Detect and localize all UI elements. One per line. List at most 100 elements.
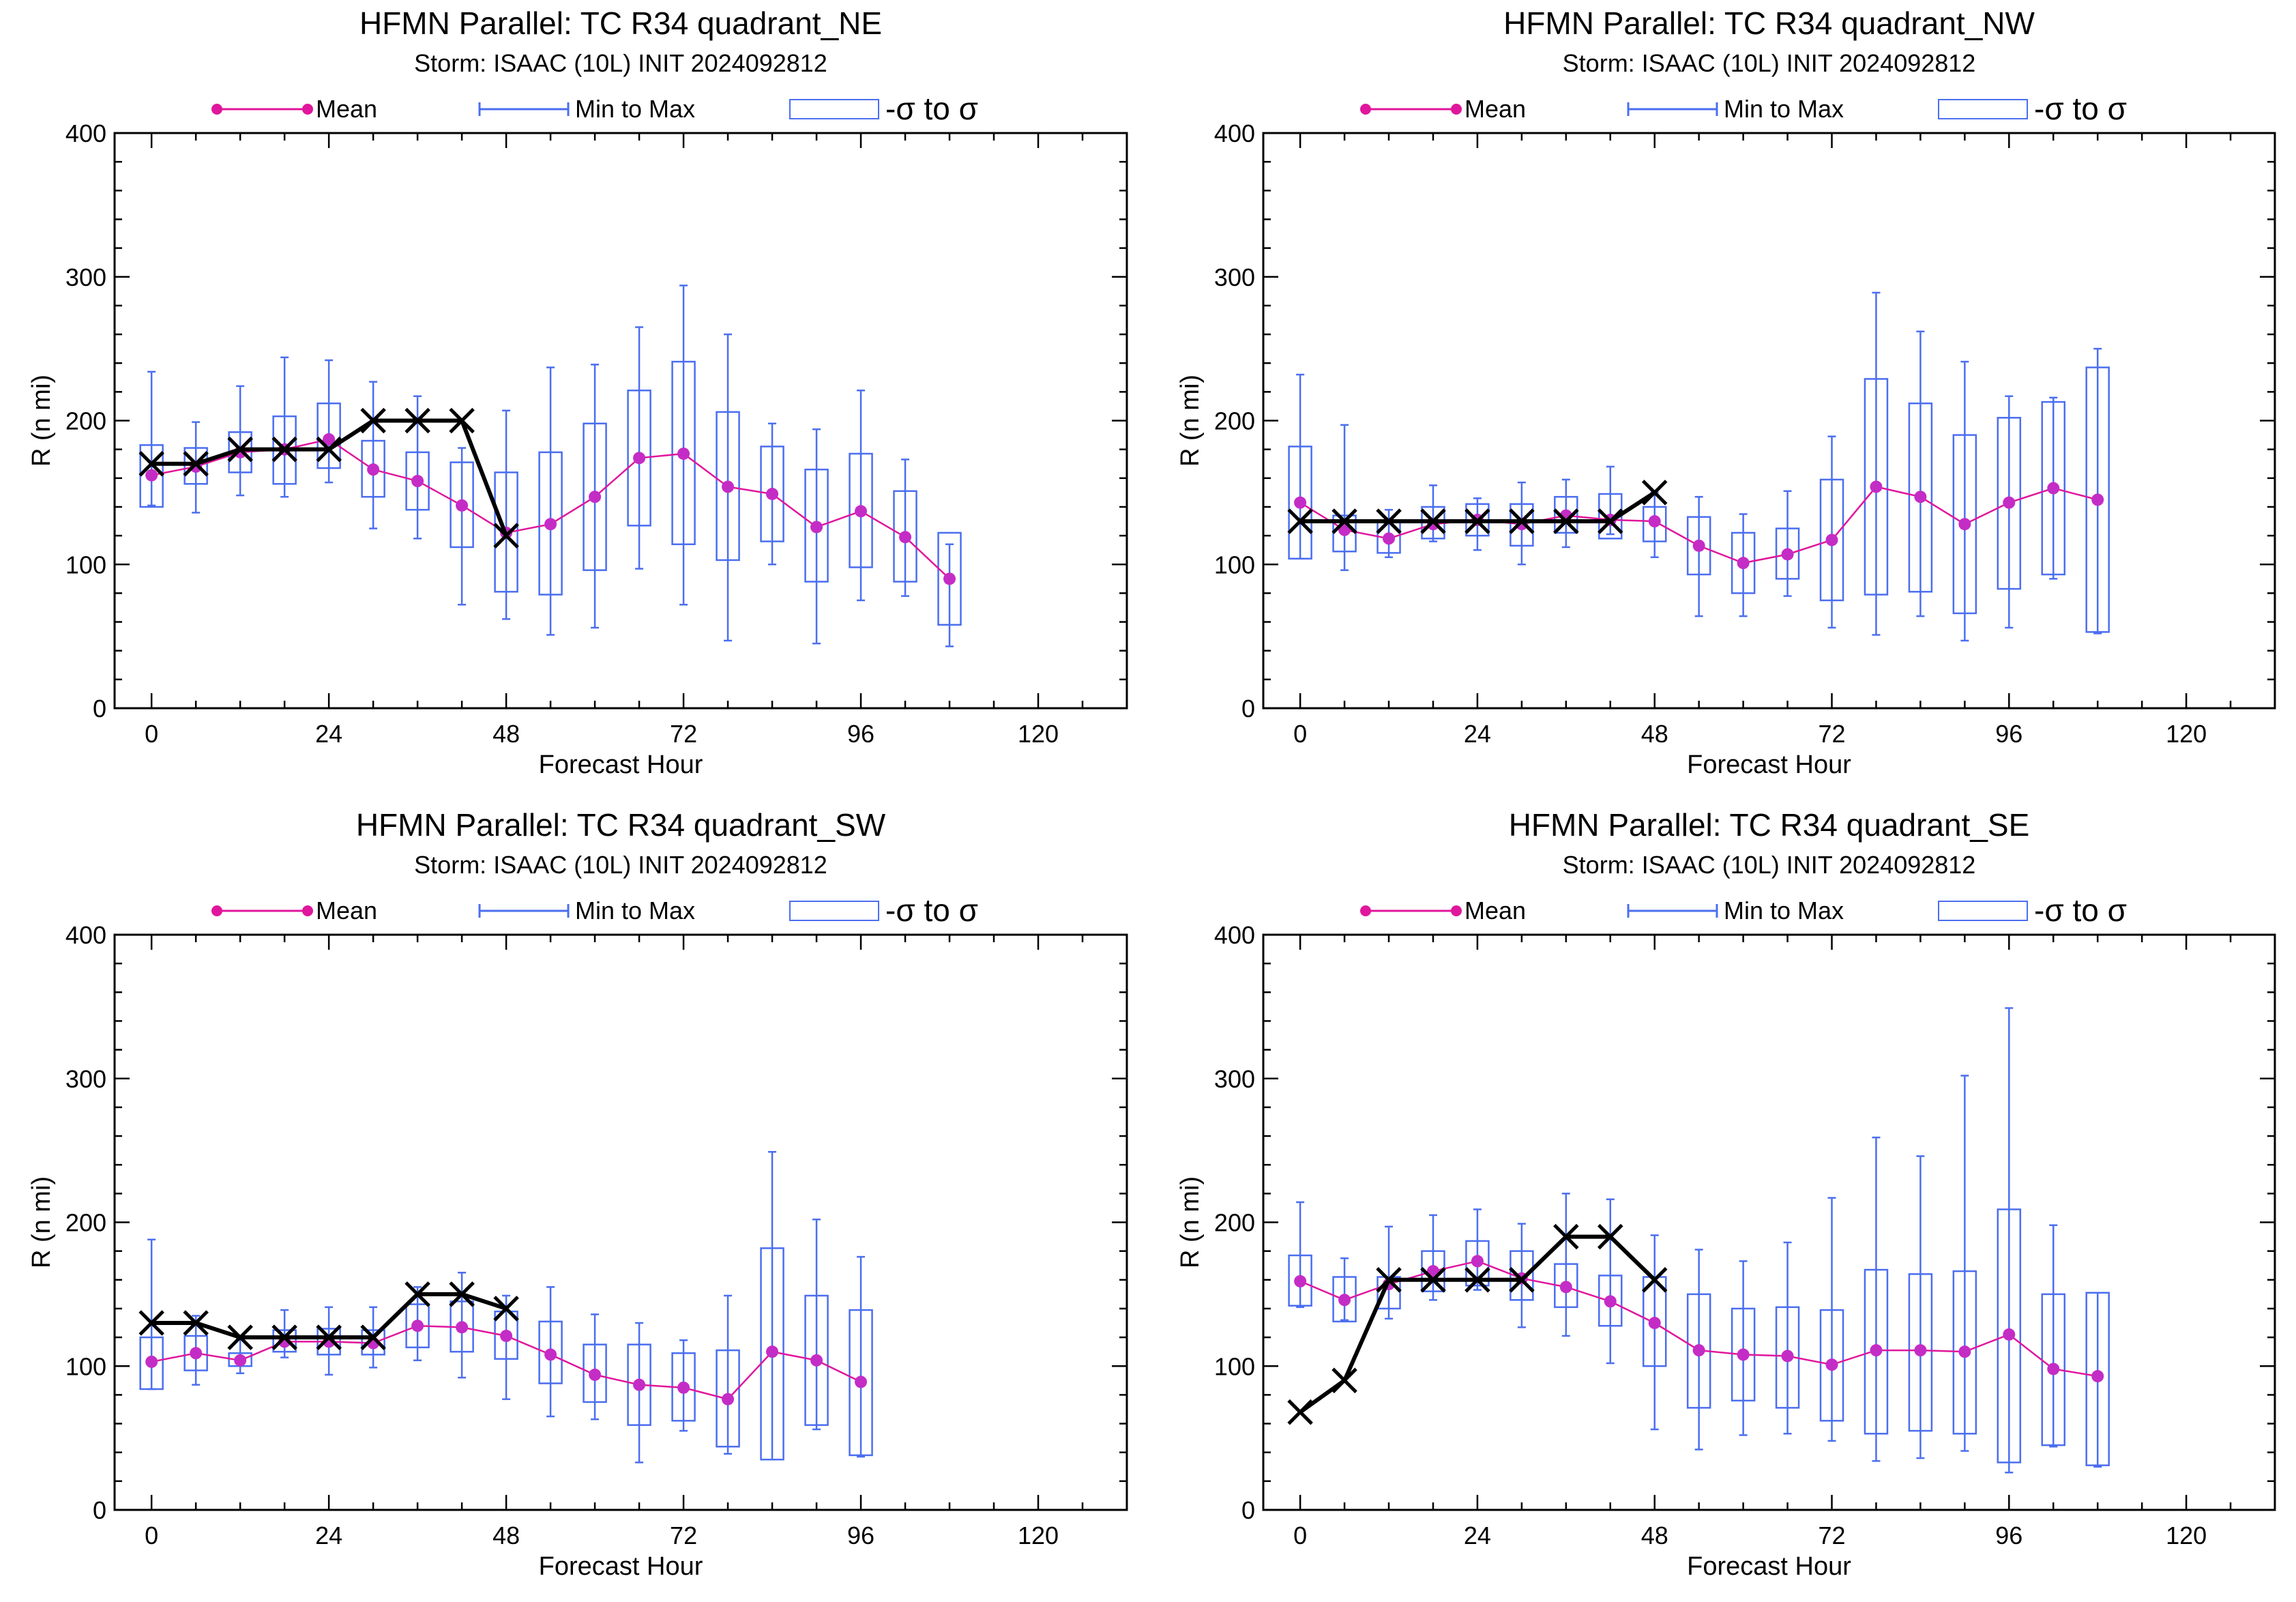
mean-point xyxy=(190,1347,202,1359)
mean-point xyxy=(722,480,734,493)
legend-mean-label: Mean xyxy=(316,897,377,924)
mean-point xyxy=(1383,532,1395,544)
legend-minmax-label: Min to Max xyxy=(575,897,695,924)
legend-minmax-label: Min to Max xyxy=(575,95,695,123)
legend-minmax-label: Min to Max xyxy=(1724,897,1844,924)
legend-sigma-label: -σ to σ xyxy=(2034,892,2127,928)
y-tick-label: 100 xyxy=(65,1352,106,1380)
y-tick-label: 0 xyxy=(1241,1496,1255,1524)
y-axis-label: R (n mi) xyxy=(1176,375,1205,467)
mean-point xyxy=(1338,1294,1351,1306)
legend-mean-label: Mean xyxy=(1465,897,1526,924)
mean-point xyxy=(810,1354,823,1367)
y-tick-label: 300 xyxy=(1214,263,1255,291)
y-tick-label: 200 xyxy=(65,1209,106,1237)
y-tick-label: 100 xyxy=(1214,551,1255,579)
mean-point xyxy=(589,1369,601,1381)
y-tick-label: 100 xyxy=(1214,1352,1255,1380)
mean-point xyxy=(456,1321,468,1333)
x-tick-label: 0 xyxy=(145,1521,158,1549)
y-axis-label: R (n mi) xyxy=(27,375,56,467)
mean-point xyxy=(2047,1363,2059,1375)
chart-panel-3: HFMN Parallel: TC R34 quadrant_SWStorm: … xyxy=(27,807,1127,1581)
y-tick-label: 300 xyxy=(65,1065,106,1093)
mean-point xyxy=(589,491,601,503)
mean-point xyxy=(1649,515,1661,527)
mean-point xyxy=(544,1348,557,1360)
mean-point xyxy=(1604,1295,1617,1307)
mean-point xyxy=(2091,493,2104,506)
x-axis-label: Forecast Hour xyxy=(539,751,703,779)
y-tick-label: 400 xyxy=(65,119,106,147)
mean-point xyxy=(1693,1344,1705,1356)
legend-sigma-box xyxy=(1939,100,2027,119)
plot-area xyxy=(1263,133,2275,708)
x-axis-label: Forecast Hour xyxy=(1687,751,1851,779)
x-tick-label: 0 xyxy=(145,720,158,748)
x-tick-label: 48 xyxy=(492,720,520,748)
mean-point xyxy=(1958,518,1971,530)
legend-mean-marker xyxy=(211,905,222,916)
legend: Mean Min to Max -σ to σ xyxy=(1360,892,2127,928)
x-axis-label: Forecast Hour xyxy=(1687,1552,1851,1581)
mean-point xyxy=(855,505,867,517)
y-tick-label: 0 xyxy=(93,695,106,723)
mean-point xyxy=(1294,497,1306,509)
x-tick-label: 48 xyxy=(492,1521,520,1549)
y-tick-label: 300 xyxy=(65,263,106,291)
mean-point xyxy=(1958,1345,1971,1358)
legend-mean-marker xyxy=(1360,905,1371,916)
best-track-marker xyxy=(1333,1369,1356,1392)
mean-point xyxy=(1737,557,1750,569)
mean-point xyxy=(411,1320,424,1332)
mean-point xyxy=(234,1354,246,1367)
x-tick-label: 72 xyxy=(670,720,697,748)
y-tick-label: 200 xyxy=(1214,407,1255,435)
mean-point xyxy=(1782,548,1794,560)
legend-sigma-box xyxy=(790,100,879,119)
mean-point xyxy=(1782,1350,1794,1362)
legend: Mean Min to Max -σ to σ xyxy=(211,892,978,928)
legend-mean-marker xyxy=(302,104,313,115)
mean-point xyxy=(855,1375,867,1388)
figure: HFMN Parallel: TC R34 quadrant_NEStorm: … xyxy=(0,0,2296,1602)
legend-mean-marker xyxy=(1451,104,1462,115)
mean-point xyxy=(1826,534,1838,546)
mean-point xyxy=(810,521,823,533)
x-tick-label: 96 xyxy=(1995,1521,2022,1549)
mean-point xyxy=(1914,491,1926,503)
mean-point xyxy=(766,1345,778,1358)
mean-point xyxy=(145,469,158,482)
legend-mean-marker xyxy=(1360,104,1371,115)
chart-panel-2: HFMN Parallel: TC R34 quadrant_NWStorm: … xyxy=(1176,5,2275,779)
chart-subtitle: Storm: ISAAC (10L) INIT 2024092812 xyxy=(1563,851,1976,879)
mean-point xyxy=(1560,1281,1572,1293)
legend-mean-label: Mean xyxy=(1465,95,1526,123)
x-tick-label: 120 xyxy=(1018,1521,1059,1549)
legend-mean-label: Mean xyxy=(316,95,377,123)
x-tick-label: 96 xyxy=(847,1521,874,1549)
mean-point xyxy=(1471,1255,1484,1267)
y-axis-label: R (n mi) xyxy=(27,1176,56,1268)
best-track-marker xyxy=(1289,1401,1312,1424)
y-tick-label: 100 xyxy=(65,551,106,579)
y-axis-label: R (n mi) xyxy=(1176,1176,1205,1268)
mean-point xyxy=(145,1356,158,1368)
mean-point xyxy=(766,488,778,500)
legend-sigma-label: -σ to σ xyxy=(885,91,978,126)
mean-point xyxy=(544,518,557,530)
y-tick-label: 400 xyxy=(65,921,106,949)
mean-point xyxy=(633,452,645,464)
x-tick-label: 72 xyxy=(1818,720,1845,748)
x-tick-label: 24 xyxy=(1464,720,1491,748)
legend-minmax-label: Min to Max xyxy=(1724,95,1844,123)
mean-point xyxy=(2003,1328,2015,1341)
x-tick-label: 72 xyxy=(670,1521,697,1549)
plot-area xyxy=(115,935,1127,1510)
mean-point xyxy=(1826,1358,1838,1371)
x-tick-label: 24 xyxy=(315,1521,342,1549)
legend-mean-marker xyxy=(1451,905,1462,916)
y-tick-label: 200 xyxy=(65,407,106,435)
mean-point xyxy=(411,475,424,487)
mean-point xyxy=(2003,497,2015,509)
